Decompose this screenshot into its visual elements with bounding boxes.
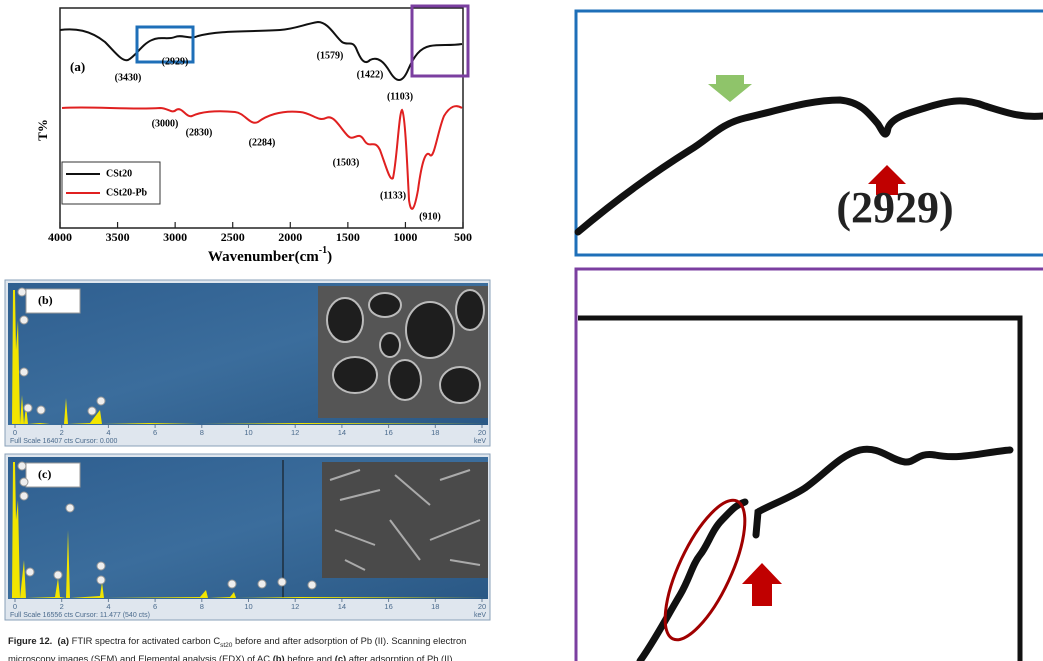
- caption-text: FTIR spectra for activated carbon C: [68, 635, 221, 646]
- caption: Figure 12. (a) FTIR spectra for activate…: [8, 634, 508, 661]
- x-tick-label: 0: [13, 428, 17, 437]
- caption-text: st20: [220, 641, 233, 649]
- x-tick-label: 2: [60, 428, 64, 437]
- arrow-up: [742, 563, 782, 606]
- edx-status: Full Scale 16407 cts Cursor: 0.000: [10, 438, 117, 445]
- panel-label: (b): [38, 293, 53, 307]
- caption-text: (c): [334, 652, 347, 661]
- peak-label: (3430): [115, 72, 142, 83]
- edx-peak-markers: [17, 287, 106, 416]
- sem-image: [322, 462, 488, 578]
- x-tick-label: 8: [200, 602, 204, 611]
- zoom-peak-label: (2929): [836, 183, 953, 232]
- arrow-up: [868, 165, 906, 195]
- caption-text: before and after adsorption of Pb (II). …: [232, 635, 467, 646]
- x-axis-label-end: ): [327, 249, 332, 265]
- legend-label: CSt20-Pb: [106, 187, 148, 198]
- x-tick-label: 1500: [336, 230, 360, 244]
- edx-unit: keV: [474, 612, 486, 619]
- x-tick-label: 0: [13, 602, 17, 611]
- peak-label: (2830): [186, 127, 213, 138]
- x-tick-label: 12: [291, 428, 299, 437]
- panel-label-box: [25, 288, 81, 314]
- edx-unit: keV: [474, 438, 486, 445]
- peak-label: (1103): [387, 91, 413, 102]
- x-tick-label: 1000: [393, 230, 417, 244]
- x-tick-label: 18: [431, 602, 439, 611]
- y-axis-label: T%: [35, 119, 50, 141]
- caption-line: Figure 12. (a) FTIR spectra for activate…: [8, 634, 508, 652]
- sem-texture: [329, 469, 481, 571]
- caption-line: microscopy images (SEM) and Elemental an…: [8, 652, 508, 661]
- peak-label: (910): [419, 211, 441, 222]
- x-tick-label: 6: [153, 602, 157, 611]
- arrow-down: [708, 75, 752, 102]
- x-tick-label: 2000: [278, 230, 302, 244]
- panel-label: (c): [38, 467, 51, 481]
- zoom-curve: [752, 445, 1014, 539]
- caption-text: after adsorption of Pb (II).: [346, 652, 456, 661]
- peak-label: (3000): [152, 118, 179, 129]
- x-tick-label: 18: [431, 428, 439, 437]
- x-tick-label: 6: [153, 428, 157, 437]
- x-tick-label: 20: [478, 428, 486, 437]
- x-tick-label: 10: [244, 428, 252, 437]
- sem-pores: [326, 289, 485, 404]
- spectrum-cst20-pb: [61, 105, 463, 210]
- caption-text: (a): [57, 635, 69, 646]
- peak-label: (1503): [333, 157, 360, 168]
- panel-label: (a): [70, 59, 85, 74]
- x-tick-label: 3500: [106, 230, 130, 244]
- x-tick-label: 4: [106, 602, 110, 611]
- highlight-ellipse: [663, 498, 747, 642]
- zoom-frame: [578, 315, 1023, 661]
- edx-peak-markers: [17, 461, 317, 590]
- x-axis-label-exp: -1: [319, 245, 327, 256]
- zoom-panel-blue: [574, 9, 1043, 257]
- x-tick-label: 2: [60, 602, 64, 611]
- legend-box: [61, 161, 161, 205]
- spectrum-cst20: [59, 20, 463, 81]
- peak-label: (1422): [357, 69, 384, 80]
- peak-label: (2284): [249, 137, 276, 148]
- x-tick-label: 10: [244, 602, 252, 611]
- caption-text: microscopy images (SEM) and Elemental an…: [8, 652, 273, 661]
- x-tick-label: 2500: [221, 230, 245, 244]
- x-tick-label: 12: [291, 602, 299, 611]
- plot-frame: [59, 7, 464, 229]
- legend-label: CSt20: [106, 168, 132, 179]
- x-axis-label: Wavenumber(cm-1): [208, 245, 332, 265]
- x-axis-label-text: Wavenumber(cm: [208, 249, 319, 265]
- caption-text: before and: [284, 652, 335, 661]
- x-tick-label: 500: [454, 230, 472, 244]
- zoom-panel-purple: [574, 267, 1043, 661]
- x-tick-label: 14: [338, 428, 346, 437]
- x-tick-label: 16: [384, 602, 392, 611]
- peak-label: (2929): [162, 56, 189, 67]
- x-tick-label: 16: [384, 428, 392, 437]
- edx-status: Full Scale 16556 cts Cursor: 11.477 (540…: [10, 612, 150, 619]
- x-tick-label: 4: [106, 428, 110, 437]
- panel-label-box: [25, 462, 81, 488]
- zoom-curve: [636, 498, 749, 661]
- x-tick-label: 3000: [163, 230, 187, 244]
- peak-label: (1133): [380, 190, 406, 201]
- caption-text: (b): [272, 652, 285, 661]
- zoom-box-blue: [135, 25, 195, 64]
- x-tick-label: 14: [338, 602, 346, 611]
- x-tick-label: 8: [200, 428, 204, 437]
- zoom-box-purple: [410, 4, 470, 78]
- peak-label: (1579): [317, 50, 344, 61]
- x-tick-label: 20: [478, 602, 486, 611]
- x-tick-label: 4000: [48, 230, 72, 244]
- zoom-curve: [574, 96, 1043, 236]
- caption-text: Figure 12.: [8, 635, 53, 646]
